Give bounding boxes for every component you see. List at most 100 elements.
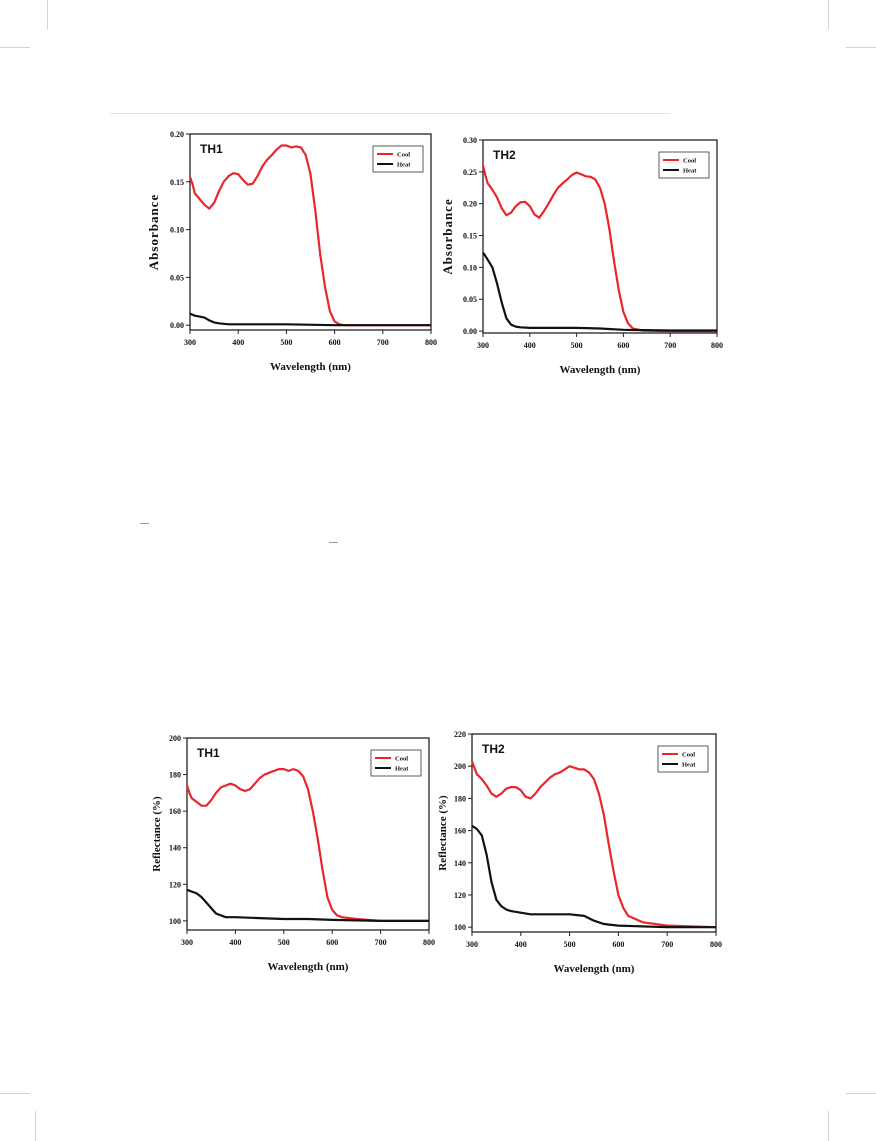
crop-mark [47, 0, 48, 30]
series-line-heat [471, 824, 716, 929]
series-line-heat [186, 888, 429, 922]
panel-label: TH1 [197, 746, 220, 760]
y-tick-label: 0.00 [170, 321, 184, 330]
crop-mark [828, 0, 829, 30]
legend-box [370, 749, 422, 777]
x-tick-label: 600 [329, 338, 341, 347]
x-axis-label: Wavelength (nm) [268, 961, 349, 973]
y-tick-label: 0.15 [170, 178, 184, 187]
series-line-cool [481, 165, 717, 333]
y-tick-label: 160 [454, 827, 466, 836]
legend-label: Cool [682, 752, 695, 759]
plot-frame [189, 133, 432, 331]
x-tick-label: 700 [375, 938, 387, 947]
x-tick-label: 600 [326, 938, 338, 947]
x-tick-label: 500 [564, 940, 576, 949]
x-tick-label: 800 [710, 940, 722, 949]
legend-label: Heat [395, 766, 409, 773]
series-line-cool [185, 768, 429, 922]
y-tick-label: 200 [454, 762, 466, 771]
y-tick-label: 100 [169, 917, 181, 926]
x-tick-label: 300 [181, 938, 193, 947]
crop-mark [35, 1111, 36, 1141]
panel-label: TH1 [200, 142, 223, 156]
series-line-cool [188, 144, 431, 327]
crop-mark [846, 1093, 876, 1094]
series-line-heat [482, 252, 717, 332]
x-axis-label: Wavelength (nm) [560, 364, 641, 376]
y-tick-label: 0.15 [463, 232, 477, 241]
x-axis-label: Wavelength (nm) [270, 361, 351, 373]
y-tick-label: 200 [169, 734, 181, 743]
chart-panel-2: 300 400 500 600 700 800 0.00 0.05 0.10 0.15 0.20 0.… [440, 136, 723, 376]
y-tick-label: 0.00 [463, 327, 477, 336]
legend-label: Heat [683, 168, 697, 175]
artifact-mark [140, 523, 149, 524]
chart-panel-3: 300 400 500 600 700 800 100 120 140 160 180 200 Wave… [151, 734, 435, 973]
y-tick-label: 0.10 [170, 226, 184, 235]
x-tick-label: 300 [466, 940, 478, 949]
legend-label: Heat [397, 162, 411, 169]
plot-frame [471, 733, 717, 933]
x-tick-label: 500 [280, 338, 292, 347]
header-rule [110, 113, 670, 114]
legend-box [372, 145, 424, 173]
crop-mark [0, 1093, 30, 1094]
y-tick-label: 0.20 [463, 200, 477, 209]
crop-mark [0, 47, 30, 48]
y-tick-label: 180 [454, 794, 466, 803]
legend-label: Heat [682, 762, 696, 769]
y-tick-label: 160 [169, 807, 181, 816]
x-tick-label: 600 [617, 341, 629, 350]
y-tick-label: 100 [454, 923, 466, 932]
legend: Cool Heat [372, 145, 424, 173]
plot-frame [186, 737, 430, 931]
crop-mark [846, 47, 876, 48]
y-tick-label: 180 [169, 771, 181, 780]
legend: Cool Heat [658, 151, 710, 179]
y-axis-label: Reflectance (%) [437, 795, 449, 871]
x-tick-label: 400 [524, 341, 536, 350]
x-tick-label: 700 [661, 940, 673, 949]
y-tick-label: 0.25 [463, 168, 477, 177]
panel-label: TH2 [482, 742, 505, 756]
crop-mark [828, 1111, 829, 1141]
y-tick-label: 0.05 [463, 295, 477, 304]
y-tick-label: 140 [169, 844, 181, 853]
legend: Cool Heat [657, 745, 709, 773]
chart-panel-4: 300 400 500 600 700 800 100 120 140 160 180 200 220 W… [437, 730, 722, 975]
x-tick-label: 800 [423, 938, 435, 947]
y-tick-label: 0.05 [170, 273, 184, 282]
x-axis-label: Wavelength (nm) [554, 963, 635, 975]
y-axis-label: Absorbance [146, 194, 161, 270]
x-tick-label: 400 [229, 938, 241, 947]
legend-box [658, 151, 710, 179]
x-tick-label: 500 [278, 938, 290, 947]
legend-label: Cool [397, 152, 410, 159]
y-axis-label: Reflectance (%) [151, 796, 163, 872]
artifact-mark [329, 542, 338, 543]
legend-label: Cool [395, 756, 408, 763]
y-tick-label: 0.30 [463, 136, 477, 145]
y-tick-label: 0.20 [170, 130, 184, 139]
x-tick-label: 300 [184, 338, 196, 347]
x-tick-label: 700 [377, 338, 389, 347]
legend: Cool Heat [370, 749, 422, 777]
x-tick-label: 800 [425, 338, 437, 347]
legend-label: Cool [683, 158, 696, 165]
y-tick-label: 120 [169, 880, 181, 889]
plot-frame [482, 139, 718, 334]
series-line-cool [470, 761, 717, 929]
y-tick-label: 140 [454, 859, 466, 868]
y-tick-label: 120 [454, 891, 466, 900]
y-tick-label: 0.10 [463, 263, 477, 272]
legend-box [657, 745, 709, 773]
x-tick-label: 300 [477, 341, 489, 350]
chart-panel-1: 300 400 500 600 700 800 0.00 0.05 0.10 0.15 0.20 Wa… [146, 130, 437, 373]
x-tick-label: 800 [711, 341, 723, 350]
y-axis-label: Absorbance [440, 198, 455, 274]
panel-label: TH2 [493, 148, 516, 162]
x-tick-label: 400 [232, 338, 244, 347]
x-tick-label: 700 [664, 341, 676, 350]
